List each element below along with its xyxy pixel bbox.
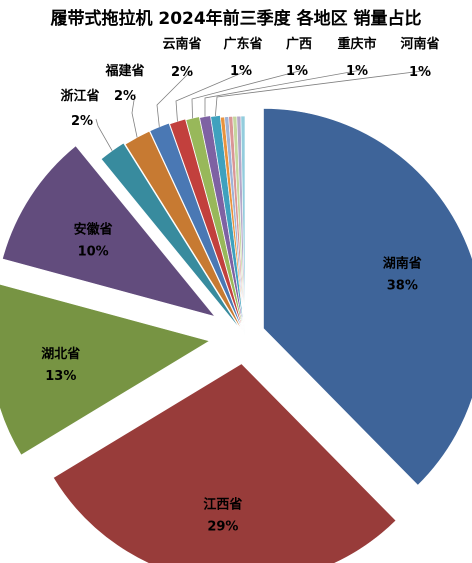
pie-slice xyxy=(240,115,246,337)
leader-line xyxy=(214,69,431,117)
slice-name-label: 湖北省 xyxy=(41,346,80,362)
slice-name-label: 云南省 xyxy=(162,36,201,52)
leader-line xyxy=(156,69,193,127)
pie-slice xyxy=(2,145,216,317)
slice-value-label: 29% xyxy=(207,520,238,535)
slice-name-label: 浙江省 xyxy=(60,88,99,104)
pie-slice xyxy=(210,115,246,335)
slice-name-label: 河南省 xyxy=(400,36,439,52)
pie-slice xyxy=(263,108,472,486)
pie-slice xyxy=(185,116,245,333)
leader-line xyxy=(131,93,138,138)
slice-value-label: 2% xyxy=(171,65,193,80)
slice-value-label: 13% xyxy=(45,369,76,384)
slice-value-label: 2% xyxy=(71,114,93,129)
chart-title: 履带式拖拉机 2024年前三季度 各地区 销量占比 xyxy=(50,9,422,29)
slice-name-label: 江西省 xyxy=(203,497,242,513)
leader-line xyxy=(191,68,308,119)
pie-slice xyxy=(124,130,243,331)
slice-name-label: 安徽省 xyxy=(74,221,113,237)
slice-value-label: 10% xyxy=(78,244,109,259)
slice-name-label: 重庆市 xyxy=(337,36,376,52)
slice-value-label: 2% xyxy=(114,89,136,104)
slice-name-label: 广东省 xyxy=(223,36,262,52)
slice-value-label: 1% xyxy=(409,65,431,80)
leader-line xyxy=(204,68,368,117)
slice-value-label: 38% xyxy=(387,279,418,294)
slice-name-label: 福建省 xyxy=(104,63,144,79)
slice-value-label: 1% xyxy=(230,64,252,79)
pie-slice xyxy=(169,118,244,332)
leader-line xyxy=(95,118,113,151)
pie-slice xyxy=(100,142,241,330)
pie-slice xyxy=(52,363,397,563)
pie-slice xyxy=(0,284,211,456)
leader-line xyxy=(175,68,252,122)
slice-value-label: 1% xyxy=(346,64,368,79)
slice-name-label: 广西 xyxy=(286,36,312,52)
slice-value-label: 1% xyxy=(286,64,308,79)
slice-name-label: 湖南省 xyxy=(383,256,422,272)
